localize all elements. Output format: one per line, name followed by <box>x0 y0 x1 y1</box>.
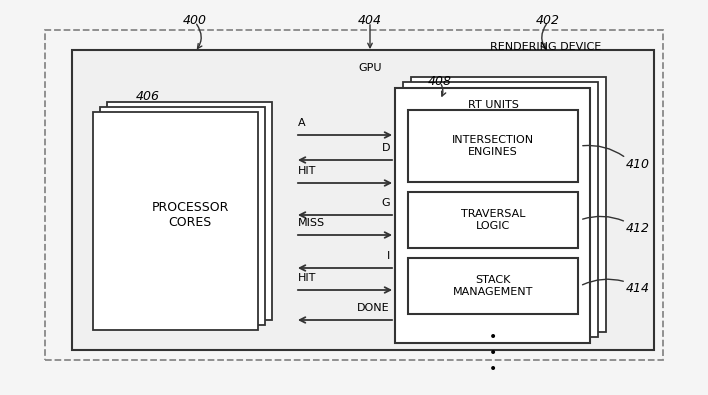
Text: 414: 414 <box>626 282 650 295</box>
Bar <box>395 88 590 343</box>
Bar <box>411 77 606 332</box>
Text: 412: 412 <box>626 222 650 235</box>
Bar <box>45 30 663 360</box>
Text: RENDERING DEVICE: RENDERING DEVICE <box>490 42 601 52</box>
Text: G: G <box>382 198 390 208</box>
Text: 404: 404 <box>358 14 382 27</box>
Bar <box>408 110 578 182</box>
Text: D: D <box>382 143 390 153</box>
Bar <box>395 88 590 343</box>
Text: INTERSECTION
ENGINES: INTERSECTION ENGINES <box>452 135 534 157</box>
Text: 406: 406 <box>136 90 160 103</box>
Text: RT UNITS: RT UNITS <box>467 100 518 110</box>
Text: 408: 408 <box>428 75 452 88</box>
Bar <box>408 258 578 314</box>
Bar <box>107 102 272 320</box>
Text: 410: 410 <box>626 158 650 171</box>
Text: I: I <box>387 251 390 261</box>
Text: 402: 402 <box>536 14 560 27</box>
Bar <box>93 112 258 330</box>
Text: •
•
•: • • • <box>489 330 497 376</box>
Text: GPU: GPU <box>358 63 382 73</box>
Text: 400: 400 <box>183 14 207 27</box>
Text: STACK
MANAGEMENT: STACK MANAGEMENT <box>453 275 533 297</box>
Text: DONE: DONE <box>358 303 390 313</box>
Text: PROCESSOR
CORES: PROCESSOR CORES <box>152 201 229 229</box>
Text: HIT: HIT <box>298 166 316 176</box>
Bar <box>72 50 654 350</box>
Bar <box>100 107 265 325</box>
Text: MISS: MISS <box>298 218 325 228</box>
Text: HIT: HIT <box>298 273 316 283</box>
Bar <box>403 82 598 337</box>
Bar <box>408 192 578 248</box>
Text: A: A <box>298 118 306 128</box>
Text: TRAVERSAL
LOGIC: TRAVERSAL LOGIC <box>461 209 525 231</box>
